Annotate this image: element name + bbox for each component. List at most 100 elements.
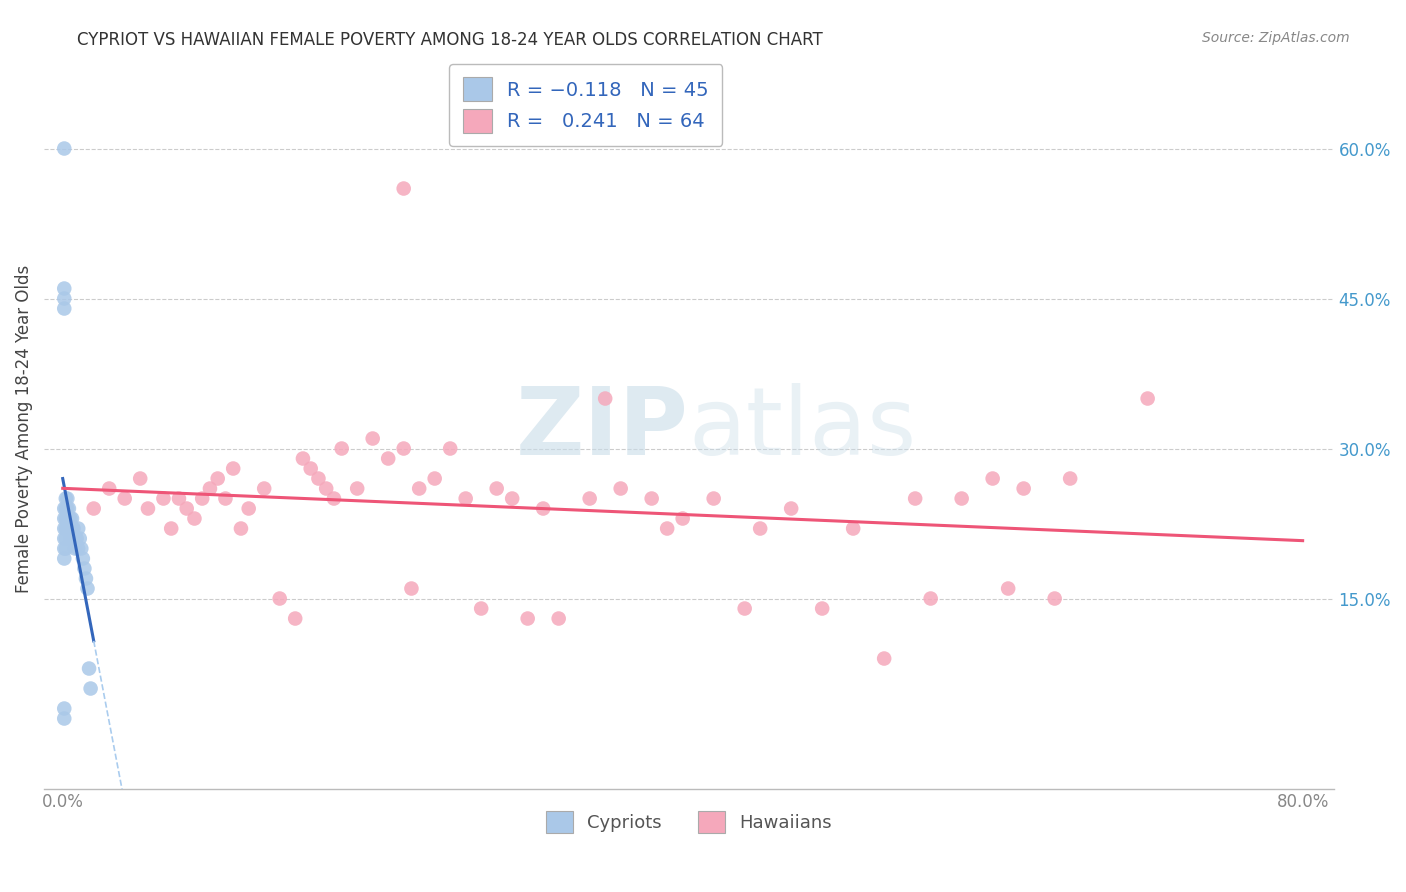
Point	[63, 541, 86, 556]
Point	[62, 522, 84, 536]
Point	[58, 522, 80, 536]
Point	[72, 551, 94, 566]
Point	[485, 482, 508, 496]
Point	[167, 491, 190, 506]
Point	[408, 482, 430, 496]
Point	[593, 392, 616, 406]
Point	[53, 712, 76, 726]
Point	[191, 491, 214, 506]
Point	[198, 482, 221, 496]
Point	[63, 532, 86, 546]
Point	[60, 522, 83, 536]
Point	[53, 501, 76, 516]
Point	[997, 582, 1019, 596]
Point	[160, 522, 183, 536]
Point	[53, 532, 76, 546]
Point	[749, 522, 772, 536]
Point	[77, 661, 100, 675]
Point	[75, 572, 97, 586]
Point	[56, 511, 79, 525]
Point	[53, 142, 76, 156]
Point	[470, 601, 492, 615]
Point	[69, 532, 91, 546]
Point	[53, 281, 76, 295]
Point	[238, 501, 260, 516]
Point	[454, 491, 477, 506]
Point	[734, 601, 756, 615]
Point	[59, 522, 82, 536]
Point	[55, 541, 77, 556]
Text: CYPRIOT VS HAWAIIAN FEMALE POVERTY AMONG 18-24 YEAR OLDS CORRELATION CHART: CYPRIOT VS HAWAIIAN FEMALE POVERTY AMONG…	[77, 31, 823, 49]
Point	[640, 491, 662, 506]
Point	[253, 482, 276, 496]
Point	[703, 491, 725, 506]
Point	[423, 471, 446, 485]
Point	[55, 511, 77, 525]
Point	[981, 471, 1004, 485]
Point	[58, 511, 80, 525]
Point	[269, 591, 291, 606]
Point	[222, 461, 245, 475]
Point	[361, 432, 384, 446]
Point	[66, 532, 89, 546]
Point	[578, 491, 600, 506]
Point	[516, 611, 538, 625]
Point	[70, 541, 93, 556]
Point	[76, 582, 98, 596]
Point	[67, 522, 90, 536]
Point	[307, 471, 329, 485]
Point	[58, 501, 80, 516]
Point	[152, 491, 174, 506]
Point	[392, 181, 415, 195]
Point	[55, 532, 77, 546]
Point	[401, 582, 423, 596]
Point	[1059, 471, 1081, 485]
Point	[1012, 482, 1035, 496]
Point	[547, 611, 569, 625]
Y-axis label: Female Poverty Among 18-24 Year Olds: Female Poverty Among 18-24 Year Olds	[15, 264, 32, 592]
Point	[780, 501, 803, 516]
Point	[392, 442, 415, 456]
Point	[315, 482, 337, 496]
Point	[439, 442, 461, 456]
Point	[323, 491, 346, 506]
Point	[56, 522, 79, 536]
Point	[73, 561, 96, 575]
Point	[229, 522, 252, 536]
Point	[60, 511, 83, 525]
Point	[183, 511, 205, 525]
Point	[59, 511, 82, 525]
Point	[214, 491, 236, 506]
Point	[55, 491, 77, 506]
Point	[950, 491, 973, 506]
Point	[284, 611, 307, 625]
Point	[811, 601, 834, 615]
Point	[59, 532, 82, 546]
Text: ZIP: ZIP	[516, 383, 689, 475]
Point	[55, 522, 77, 536]
Point	[291, 451, 314, 466]
Point	[53, 301, 76, 316]
Point	[672, 511, 695, 525]
Point	[346, 482, 368, 496]
Point	[873, 651, 896, 665]
Point	[176, 501, 198, 516]
Point	[53, 292, 76, 306]
Point	[98, 482, 121, 496]
Point	[114, 491, 136, 506]
Point	[609, 482, 631, 496]
Point	[657, 522, 679, 536]
Point	[53, 551, 76, 566]
Point	[56, 501, 79, 516]
Point	[531, 501, 554, 516]
Point	[207, 471, 229, 485]
Text: Source: ZipAtlas.com: Source: ZipAtlas.com	[1202, 31, 1350, 45]
Point	[53, 541, 76, 556]
Point	[67, 541, 90, 556]
Point	[904, 491, 927, 506]
Legend: Cypriots, Hawaiians: Cypriots, Hawaiians	[534, 801, 844, 845]
Point	[129, 471, 152, 485]
Point	[53, 522, 76, 536]
Point	[53, 511, 76, 525]
Point	[842, 522, 865, 536]
